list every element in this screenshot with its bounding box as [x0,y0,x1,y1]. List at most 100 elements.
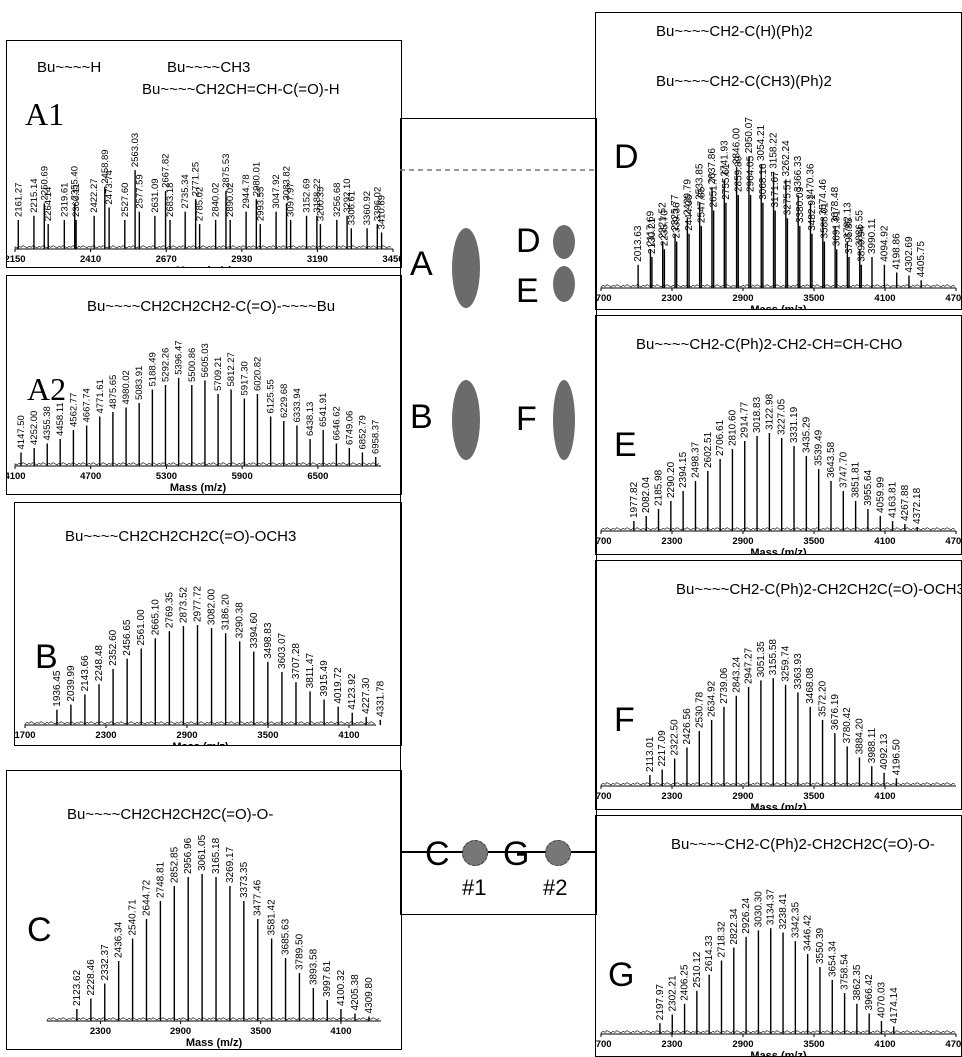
x-tick-label: 3500 [803,536,824,547]
well-1 [462,840,488,866]
peak-label: 3256.68 [332,183,343,217]
peak-label: 2840.02 [211,183,222,217]
x-tick-label: 2670 [156,254,177,265]
peak-label: 2561.00 [136,609,147,646]
peak-label: 3290.38 [235,602,246,639]
peak-label: 2785.02 [195,187,206,221]
peak-label: 3707.28 [291,643,302,680]
peak-label: 3780.42 [842,707,853,744]
peak-label: 3862.35 [852,964,863,1001]
peak-label: 3342.35 [790,902,801,939]
peak-label: 2235.70 [659,210,670,247]
x-tick-label: 2900 [732,293,753,304]
noise-trace [600,284,956,288]
peak-label: 3498.83 [263,622,274,659]
x-tick-label: 4700 [945,1039,961,1050]
x-tick-label: 4100 [874,791,895,802]
panel-label-d: D [614,138,639,176]
peak-label: 2264.14 [43,187,54,221]
peak-label: 4252.00 [29,411,40,445]
peak-label: 2429.79 [682,179,693,216]
peak-label: 3884.20 [854,718,865,755]
peak-label: 3373.35 [239,861,250,898]
peak-label: 2436.34 [114,921,125,958]
x-tick-label: 1700 [596,1039,612,1050]
peak-label: 3789.50 [294,933,305,970]
peak-label: 3238.41 [778,893,789,930]
peak-label: 4198.86 [892,233,903,270]
peak-label: 2748.81 [155,861,166,898]
spectrum-panel-e: E Bu~~~~CH2-C(Ph)2-CH2-CH=CH-CHO 1977.82 20… [595,315,962,555]
peak-label: 2859.89 [733,155,744,192]
peak-label: 4147.50 [16,415,27,449]
peak-label: 2651.77 [709,171,720,208]
peak-label: 2458.89 [100,149,111,183]
panel-label-b: B [35,638,58,676]
peak-label: 2810.60 [727,409,738,446]
peak-label: 6541.91 [318,393,329,427]
spectrum-plot-a2: 4147.50 4252.00 4355.38 4458.11 4562.77 4667.… [7,340,382,494]
peak-label: 4094.92 [879,225,890,262]
x-tick-label: 2150 [7,254,26,265]
peak-label: 3795.85 [844,217,855,254]
peak-label: 3691.91 [832,210,843,247]
peak-label: 3539.49 [814,429,825,466]
peak-label: 3363.93 [793,653,804,690]
peak-label: 6749.06 [344,411,355,445]
spectrum-panel-f: F Bu~~~~CH2-C(Ph)2-CH2CH2C(=O)-OCH3 2113.0… [595,560,962,810]
structure-a1-2: Bu~~~~CH2CH=CH-C(=O)-H [142,81,340,98]
peak-label: 3435.29 [801,416,812,453]
structure-a1-0: Bu~~~~H [37,59,102,76]
label-a: A [410,245,433,283]
peak-label: 3685.63 [281,918,292,955]
peak-label: 2322.50 [670,719,681,756]
peak-label: 4771.61 [95,379,106,413]
peak-label: 3676.19 [830,694,841,731]
peak-label: 2352.60 [108,629,119,666]
peak-label: 1977.82 [629,481,640,518]
x-tick-label: 3190 [307,254,328,265]
peak-label: 3581.42 [267,899,278,936]
peak-label: 3747.70 [838,451,849,488]
peak-label: 3915.49 [319,660,330,697]
spectrum-panel-d: D Bu~~~~CH2-C(H)(Ph)2 Bu~~~~CH2-C(CH3)(Ph)… [595,12,962,310]
peak-label: 2161.27 [13,183,24,217]
peak-label: 2950.07 [744,117,755,154]
peak-label: 3018.83 [752,396,763,433]
x-tick-label: 2300 [90,1026,111,1037]
x-tick-label: 4700 [945,536,961,547]
peak-label: 6229.68 [279,384,290,418]
structure-d-1: Bu~~~~CH2-C(CH3)(Ph)2 [656,73,832,90]
peak-label: 3306.61 [346,191,357,225]
peak-label: 4059.99 [875,476,886,513]
peak-label: 6958.37 [371,420,382,454]
peak-label: 3758.54 [840,953,851,990]
peak-label: 2360.11 [71,183,82,217]
x-tick-label: 4100 [874,293,895,304]
peak-label: 5812.27 [226,352,237,386]
peak-label: 3446.42 [803,914,814,951]
x-tick-label: 3500 [803,791,824,802]
peak-label: 3851.81 [851,461,862,498]
peak-label: 4875.65 [108,375,119,409]
noise-trace [14,462,380,466]
peak-label: 2683.18 [165,183,176,217]
peak-label: 2325.77 [670,194,681,231]
peak-label: 2533.85 [695,163,706,200]
peak-label: 3603.07 [277,632,288,669]
peak-label: 2217.09 [657,730,668,767]
peak-label: 2113.01 [645,736,656,772]
peak-label: 3061.05 [197,834,208,871]
spectrum-panel-a2: A2 Bu~~~~CH2CH2CH2-C(=O)-~~~~Bu 4147.50 425… [6,275,402,495]
peak-label: 2741.93 [719,140,730,177]
label-f: F [516,400,537,438]
label-d: D [516,222,541,260]
peak-label: 4123.92 [347,673,358,710]
x-tick-label: 2300 [661,293,682,304]
peak-label: 5709.21 [213,357,224,391]
spot-d [553,225,575,259]
peak-label: 2947.27 [744,647,755,684]
structure-f-0: Bu~~~~CH2-C(Ph)2-CH2CH2C(=O)-OCH3 [676,581,962,598]
peak-label: 2602.51 [703,431,714,468]
spectrum-plot-f: 2113.01 2217.09 2322.50 2426.56 2530.78 2634.… [596,639,956,809]
